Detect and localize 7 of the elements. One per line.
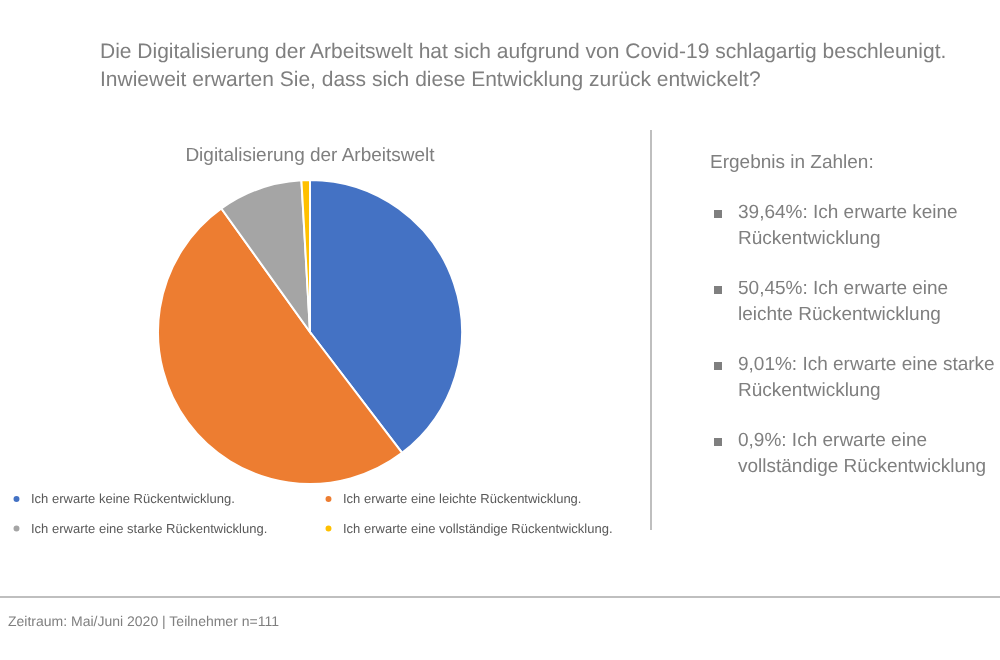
chart-title: Digitalisierung der Arbeitswelt <box>185 145 436 167</box>
text: 39,64%: Ich erwarte keine Rückentwicklung <box>736 200 960 252</box>
text: 9,01%: Ich erwarte eine starke Rückentwicklung <box>736 352 997 404</box>
text: 50,45%: Ich erwarte eine leichte Rückentwicklung <box>736 276 951 328</box>
text: Die Digitalisierung der Arbeitswelt hat sich aufgrund von Covid-19 schlagartig beschleunigt. Inwieweit erwarten Sie, dass sich diese Entwicklung zurück entwickelt? <box>100 38 949 94</box>
text: Ergebnis in Zahlen: <box>710 150 876 176</box>
text: 0,9%: Ich erwarte eine vollständige Rückentwicklung <box>736 428 989 480</box>
